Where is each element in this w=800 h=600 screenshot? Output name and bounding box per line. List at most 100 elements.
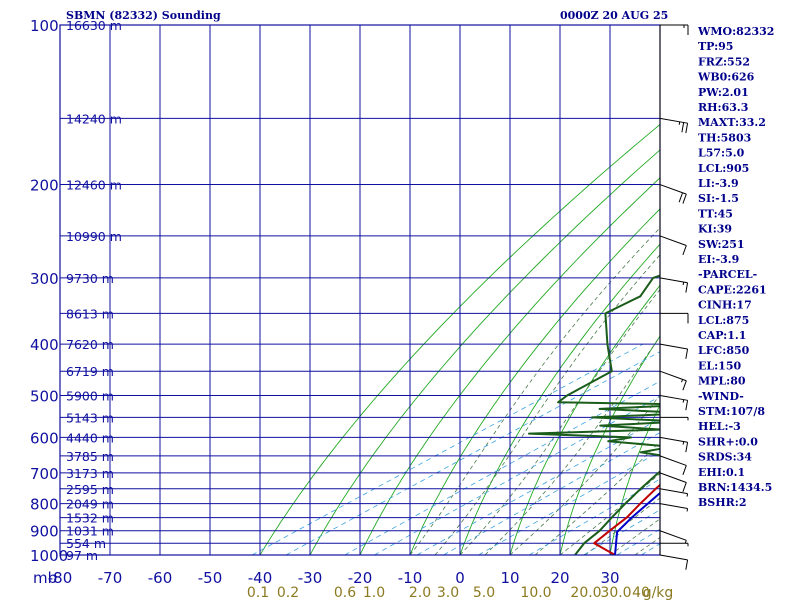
wind-barb-flag bbox=[685, 282, 689, 293]
temperature-tick-label: -70 bbox=[98, 569, 123, 587]
pressure-tick-label: 500 bbox=[30, 387, 59, 405]
wind-shaft bbox=[659, 488, 688, 495]
mixing-ratio-label: 0.6 bbox=[334, 585, 356, 600]
moist-adiabat-line bbox=[559, 473, 660, 555]
wind-barb bbox=[659, 184, 687, 204]
moist-adiabat-line bbox=[534, 441, 660, 555]
wind-barb-flag bbox=[682, 465, 687, 475]
height-label: 2595 m bbox=[66, 482, 114, 497]
wind-shaft bbox=[659, 394, 688, 401]
height-label: 8613 m bbox=[66, 306, 114, 321]
index-value: EI:-3.9 bbox=[698, 253, 739, 266]
wind-barb-flag bbox=[682, 482, 687, 493]
wind-shaft bbox=[659, 343, 688, 350]
height-label: 5143 m bbox=[66, 410, 114, 425]
wind-barb bbox=[659, 472, 687, 493]
pressure-tick-label: 600 bbox=[30, 429, 59, 447]
index-value: LCL:905 bbox=[698, 162, 749, 175]
index-value: WB0:626 bbox=[697, 71, 755, 84]
wind-barb-flag bbox=[685, 123, 689, 134]
index-value: CAPE:2261 bbox=[698, 283, 767, 296]
height-label: 7620 m bbox=[66, 337, 114, 352]
wind-shaft bbox=[659, 472, 687, 483]
temperature-tick-label: -50 bbox=[198, 569, 223, 587]
pressure-tick-label: 100 bbox=[30, 17, 59, 35]
wind-barb bbox=[659, 277, 689, 293]
wind-barb bbox=[659, 343, 689, 359]
moist-adiabat-line bbox=[609, 518, 660, 555]
height-label: 4440 m bbox=[66, 430, 114, 445]
wind-shaft bbox=[659, 184, 687, 195]
moist-adiabat-line bbox=[434, 254, 660, 555]
temperature-tick-label: -80 bbox=[48, 569, 73, 587]
mixing-ratio-label: 5.0 bbox=[473, 585, 495, 600]
grid-layer bbox=[60, 25, 660, 555]
indices-panel: WMO:82332 TP:95 FRZ:552 WB0:626 PW:2.01 RH:63… bbox=[697, 25, 774, 509]
temperature-tick-label: 10 bbox=[500, 569, 519, 587]
index-value: EHI:0.1 bbox=[698, 466, 745, 479]
temperature-tick-label: -10 bbox=[398, 569, 423, 587]
pressure-tick-label: 200 bbox=[30, 177, 59, 195]
temperature-tick-label: -40 bbox=[248, 569, 273, 587]
wind-barb bbox=[660, 416, 689, 421]
pressure-tick-label: 400 bbox=[30, 336, 59, 354]
wind-barb bbox=[660, 24, 689, 35]
mixing-ratio-label: 3.0 bbox=[437, 585, 459, 600]
temperature-line bbox=[593, 483, 660, 555]
temperature-tick-label: 20 bbox=[550, 569, 569, 587]
temperature-tick-label: 0 bbox=[455, 569, 465, 587]
pressure-tick-label: 800 bbox=[30, 496, 59, 514]
wind-barb-flag bbox=[685, 400, 689, 411]
height-label: 1031 m bbox=[66, 524, 114, 539]
index-value: LFC:850 bbox=[698, 344, 750, 357]
wind-barb-flag bbox=[681, 379, 684, 383]
temperature-tick-label: -30 bbox=[298, 569, 323, 587]
parcel-line bbox=[614, 491, 660, 555]
index-value: L57:5.0 bbox=[698, 147, 745, 160]
wind-barb-flag bbox=[682, 245, 687, 256]
height-label: 554 m bbox=[66, 536, 106, 551]
mixing-ratio-label: 0.2 bbox=[277, 585, 299, 600]
wind-barb-flag bbox=[678, 192, 684, 203]
valid-time: 0000Z 20 AUG 25 bbox=[560, 9, 668, 22]
index-value: -WIND- bbox=[698, 390, 744, 403]
wind-shaft bbox=[659, 235, 687, 246]
index-value: BRN:1434.5 bbox=[698, 481, 772, 494]
wind-barb-flag bbox=[681, 122, 685, 133]
wind-barb-flag bbox=[682, 441, 685, 445]
height-label: 5900 m bbox=[66, 388, 114, 403]
index-value: LI:-3.9 bbox=[698, 177, 739, 190]
wind-barb-flag bbox=[685, 559, 689, 570]
index-value: PW:2.01 bbox=[698, 86, 749, 99]
height-label: 2049 m bbox=[66, 497, 114, 512]
mixing-ratio-label: 2.0 bbox=[409, 585, 431, 600]
temperature-tick-label: -20 bbox=[348, 569, 373, 587]
index-value: LCL:875 bbox=[698, 314, 749, 327]
pressure-tick-label: 700 bbox=[30, 465, 59, 483]
wind-barb bbox=[660, 312, 689, 324]
wind-barb-flag bbox=[678, 121, 681, 125]
pressure-tick-label: 300 bbox=[30, 270, 59, 288]
height-label: 14240 m bbox=[66, 111, 122, 126]
wind-shaft bbox=[659, 277, 688, 284]
wind-barb-flag bbox=[686, 508, 689, 512]
wind-shaft bbox=[659, 554, 688, 561]
wind-barb-flag bbox=[682, 281, 685, 286]
height-label: 3785 m bbox=[66, 449, 114, 464]
index-value: MPL:80 bbox=[698, 375, 746, 388]
temperature-tick-label: -60 bbox=[148, 569, 173, 587]
wind-barb bbox=[659, 503, 689, 512]
wind-shaft bbox=[659, 530, 687, 541]
wind-barbs bbox=[659, 24, 689, 570]
wind-barb bbox=[659, 235, 687, 256]
pressure-unit-label: mb bbox=[33, 569, 57, 587]
index-value: SI:-1.5 bbox=[698, 192, 739, 205]
series-layer bbox=[528, 274, 660, 555]
wind-barb bbox=[659, 488, 689, 497]
mixing-ratio-label: g/kg bbox=[643, 585, 674, 600]
wind-barb-flag bbox=[685, 442, 689, 453]
height-label: 10990 m bbox=[66, 229, 122, 244]
mixing-ratio-label: 20.0 bbox=[570, 585, 601, 600]
